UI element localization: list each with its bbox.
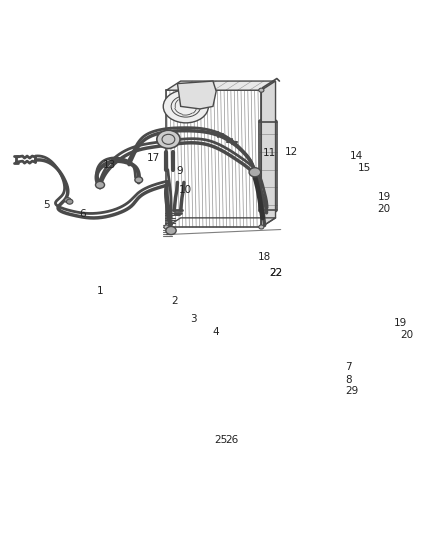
Text: 12: 12 bbox=[285, 147, 298, 157]
Text: 11: 11 bbox=[263, 148, 276, 158]
Text: 10: 10 bbox=[179, 185, 192, 195]
Circle shape bbox=[95, 181, 105, 189]
Text: 25: 25 bbox=[214, 435, 227, 445]
Text: 3: 3 bbox=[190, 314, 197, 324]
Circle shape bbox=[64, 198, 71, 203]
Text: 4: 4 bbox=[213, 327, 219, 337]
Text: 22: 22 bbox=[269, 268, 283, 278]
Text: 1: 1 bbox=[97, 286, 103, 296]
Text: 6: 6 bbox=[79, 209, 86, 219]
Text: 19: 19 bbox=[393, 318, 407, 328]
Text: 9: 9 bbox=[176, 166, 183, 176]
Text: 22: 22 bbox=[269, 268, 283, 278]
Text: 13: 13 bbox=[103, 160, 117, 169]
Circle shape bbox=[259, 225, 264, 229]
Text: 5: 5 bbox=[43, 200, 50, 210]
Text: 14: 14 bbox=[350, 151, 364, 161]
Ellipse shape bbox=[163, 90, 208, 123]
Circle shape bbox=[135, 177, 143, 183]
Circle shape bbox=[166, 227, 176, 235]
Circle shape bbox=[259, 88, 264, 92]
Circle shape bbox=[157, 130, 180, 149]
Text: 20: 20 bbox=[400, 330, 413, 341]
Text: 2: 2 bbox=[171, 296, 177, 306]
Polygon shape bbox=[261, 81, 276, 227]
Circle shape bbox=[67, 199, 73, 204]
Text: 8: 8 bbox=[345, 375, 352, 385]
Text: 20: 20 bbox=[378, 204, 391, 214]
Text: 7: 7 bbox=[345, 362, 352, 373]
Polygon shape bbox=[166, 81, 276, 90]
Text: 26: 26 bbox=[226, 435, 239, 445]
Polygon shape bbox=[177, 81, 216, 109]
Circle shape bbox=[249, 168, 261, 177]
Text: 18: 18 bbox=[258, 253, 271, 262]
Text: 29: 29 bbox=[345, 386, 358, 396]
Circle shape bbox=[164, 225, 169, 229]
Text: 15: 15 bbox=[358, 163, 371, 173]
Text: 17: 17 bbox=[147, 153, 160, 163]
Text: 19: 19 bbox=[377, 191, 391, 201]
